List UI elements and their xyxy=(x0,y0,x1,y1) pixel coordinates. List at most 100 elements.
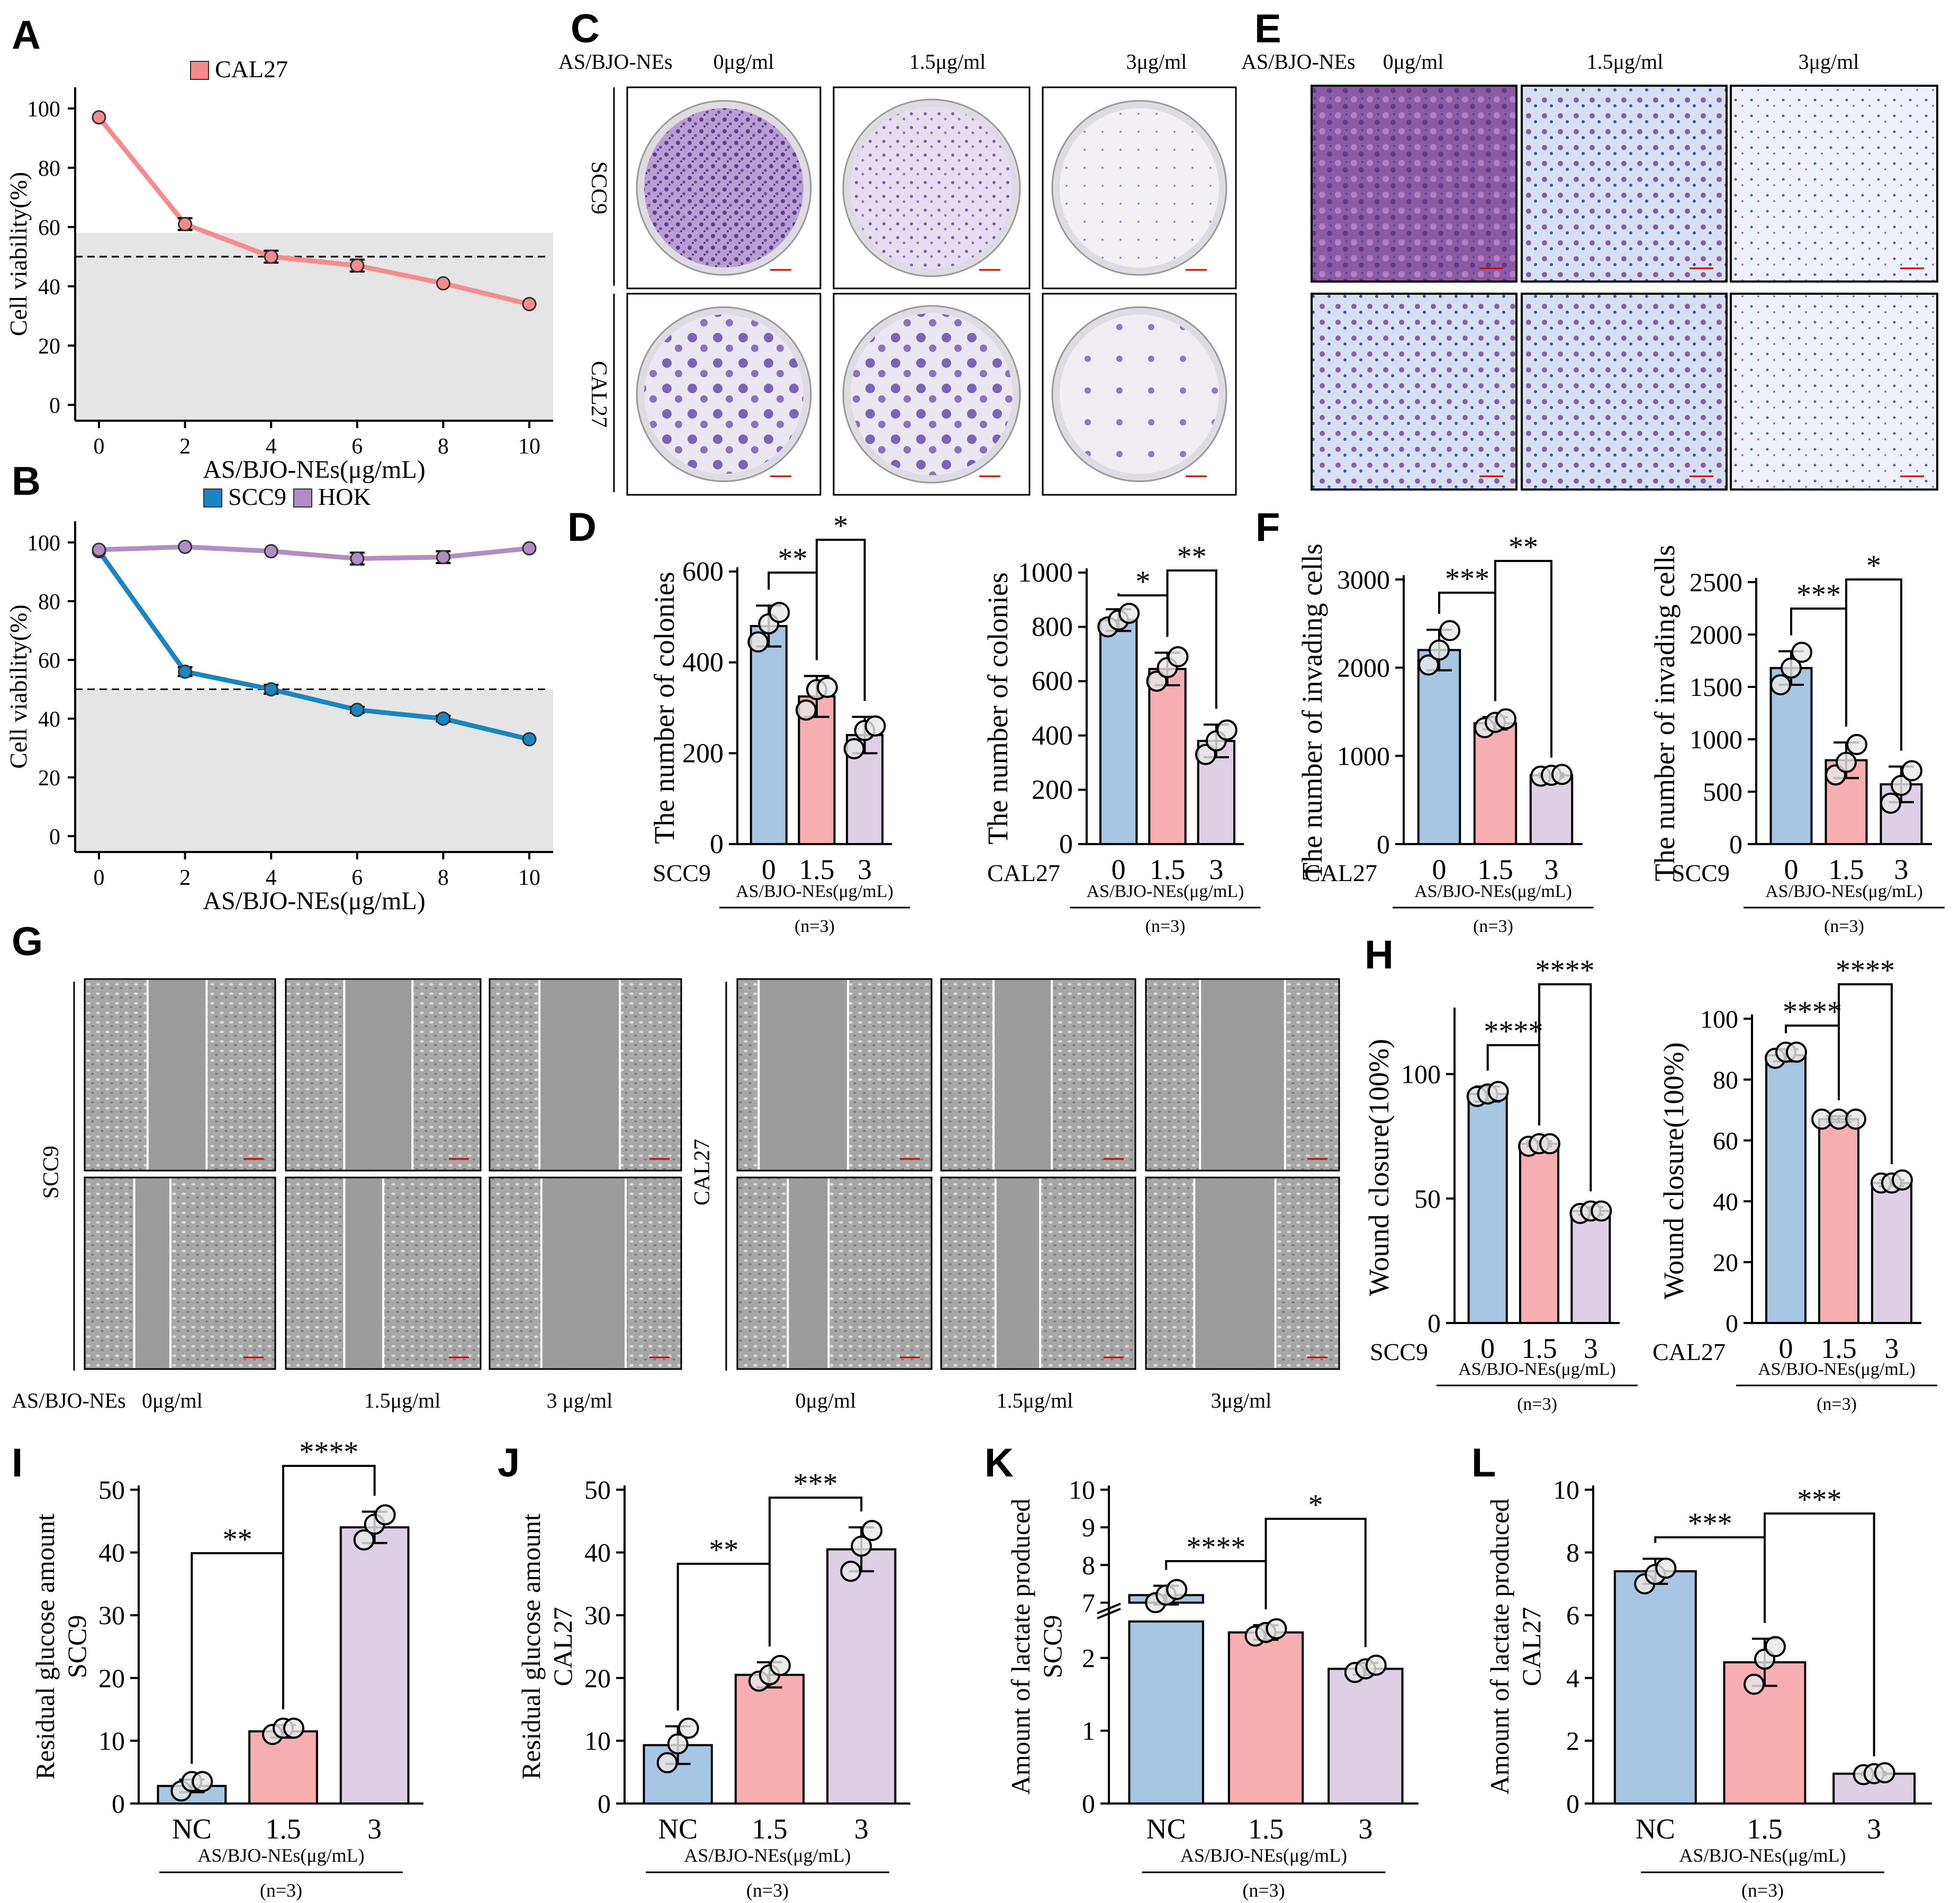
y-tick-label-F1: 1000 xyxy=(1337,741,1390,771)
y-tick-label-D2: 1000 xyxy=(1018,558,1073,588)
bar-I xyxy=(339,1526,410,1805)
y-tick-label-F2: 0 xyxy=(1729,829,1742,859)
replicate-point-K xyxy=(1365,1654,1387,1676)
y-tick-label-I: 20 xyxy=(98,1663,125,1693)
dose-label-C: 1.5μg/ml xyxy=(909,50,986,74)
significance-label-D2: ** xyxy=(1177,540,1207,573)
significance-label-L: *** xyxy=(1688,1507,1732,1540)
x-tick-label-B: 2 xyxy=(179,866,191,890)
legend-swatch-SCC9 xyxy=(203,488,222,508)
replicate-point-I xyxy=(374,1504,396,1526)
dose-label-G: 3 μg/ml xyxy=(547,1389,613,1412)
panel-letter-A: A xyxy=(12,13,41,58)
dose-label-G: 1.5μg/ml xyxy=(997,1389,1073,1412)
data-point-HOK xyxy=(436,550,450,565)
significance-label-I: **** xyxy=(299,1436,358,1469)
x-tick-label-B: 10 xyxy=(518,866,540,890)
category-label-F2: 0 xyxy=(1784,854,1799,885)
panel-letter-C: C xyxy=(571,6,600,51)
replicate-point-H1 xyxy=(1591,1200,1612,1222)
significance-label-L: *** xyxy=(1797,1483,1841,1516)
category-label-D1: 1.5 xyxy=(799,854,835,885)
significance-label-J: *** xyxy=(793,1467,838,1500)
category-label-F1: 1.5 xyxy=(1477,854,1513,885)
y-tick-label-J: 30 xyxy=(584,1600,611,1630)
row-label-C: CAL27 xyxy=(586,361,611,428)
significance-label-H1: **** xyxy=(1536,954,1595,987)
category-label-I: NC xyxy=(172,1813,212,1845)
y-tick-label-J: 20 xyxy=(584,1663,611,1693)
y-axis-label-J: Residual glucose amount xyxy=(516,1514,546,1780)
y-tick-label-F2: 2500 xyxy=(1690,567,1742,597)
bar-H2 xyxy=(1871,1182,1912,1324)
replicate-point-J xyxy=(678,1717,699,1739)
y-tick-label-L: 10 xyxy=(1553,1475,1579,1505)
y-axis-label-F1: The number of invading cells xyxy=(1296,543,1328,880)
y-axis-label-F2: The number of invading cells xyxy=(1649,545,1681,882)
bar-F1 xyxy=(1473,722,1518,845)
y-tick-label-D2: 600 xyxy=(1032,666,1073,696)
significance-bracket-D2 xyxy=(1166,569,1217,709)
y-axis-label-K: Amount of lactate produced xyxy=(1006,1499,1035,1795)
panel-letter-E: E xyxy=(1254,6,1281,51)
y-tick-label-F1: 2000 xyxy=(1337,653,1390,683)
category-label-I: 1.5 xyxy=(265,1813,301,1845)
y-tick-label-J: 0 xyxy=(598,1789,611,1818)
replicate-point-K xyxy=(1266,1618,1287,1639)
data-point-SCC9 xyxy=(436,711,450,726)
data-point-CAL27 xyxy=(178,216,193,231)
wound-gap xyxy=(993,980,1052,1170)
series-line-CAL27 xyxy=(97,115,530,306)
replicate-point-I xyxy=(283,1717,304,1739)
x-axis-label-K: AS/BJO-NEs(μg/mL) xyxy=(1180,1845,1347,1866)
bar-F1 xyxy=(1529,774,1574,845)
data-point-SCC9 xyxy=(178,664,193,679)
y-tick-label-F1: 0 xyxy=(1377,829,1390,859)
group-label-F1: CAL27 xyxy=(1304,859,1377,886)
wound-gap xyxy=(344,1179,383,1368)
category-label-D1: 0 xyxy=(762,854,776,885)
dose-label-G: 1.5μg/ml xyxy=(364,1389,441,1412)
replicate-point-J xyxy=(840,1561,862,1582)
significance-label-F2: *** xyxy=(1796,578,1841,611)
x-axis-label-L: AS/BJO-NEs(μg/mL) xyxy=(1679,1845,1846,1866)
y-tick-label-L: 2 xyxy=(1566,1726,1579,1755)
replicate-point-L xyxy=(1655,1557,1677,1579)
wound-gap xyxy=(134,1179,170,1368)
x-tick-label-B: 6 xyxy=(351,866,363,890)
legend-swatch-HOK xyxy=(293,488,312,508)
data-point-CAL27 xyxy=(436,276,450,291)
replicate-point-D1 xyxy=(747,631,769,653)
replicate-point-F1 xyxy=(1439,620,1460,641)
x-axis-label-A: AS/BJO-NEs(μg/mL) xyxy=(203,456,425,484)
treatment-label-E: AS/BJO-NEs xyxy=(1241,50,1356,74)
sample-size-label-H2: (n=3) xyxy=(1817,1394,1857,1414)
significance-label-F1: *** xyxy=(1445,563,1489,595)
sample-size-label-K: (n=3) xyxy=(1242,1880,1285,1901)
row-label-C: SCC9 xyxy=(586,161,611,214)
significance-label-D2: * xyxy=(1135,565,1150,598)
panel-letter-J: J xyxy=(498,1440,520,1485)
category-label-L: NC xyxy=(1636,1813,1675,1845)
wound-gap xyxy=(1200,980,1285,1170)
bar-D1 xyxy=(749,625,788,845)
panel-letter-L: L xyxy=(1471,1440,1496,1485)
replicate-point-J xyxy=(770,1655,791,1677)
replicate-point-I xyxy=(353,1529,375,1551)
bar-H1 xyxy=(1467,1093,1508,1324)
replicate-point-J xyxy=(851,1535,872,1557)
y-axis-label-line2-J: CAL27 xyxy=(548,1607,577,1687)
y-tick-label-K: 0 xyxy=(1082,1789,1095,1818)
x-axis-label-H2: AS/BJO-NEs(μg/mL) xyxy=(1758,1360,1916,1379)
y-tick-label-K: 2 xyxy=(1082,1643,1095,1673)
significance-label-D1: * xyxy=(833,510,848,542)
replicate-point-J xyxy=(667,1733,689,1755)
y-tick-label-I: 30 xyxy=(98,1600,125,1630)
x-tick-label-B: 4 xyxy=(266,866,277,890)
panel-letter-H: H xyxy=(1365,932,1394,977)
significance-label-H2: **** xyxy=(1836,954,1895,987)
wound-gap xyxy=(344,980,413,1170)
category-label-F2: 1.5 xyxy=(1828,854,1864,885)
panel-letter-I: I xyxy=(12,1440,23,1485)
y-axis-label-A: Cell viability(%) xyxy=(5,172,32,336)
